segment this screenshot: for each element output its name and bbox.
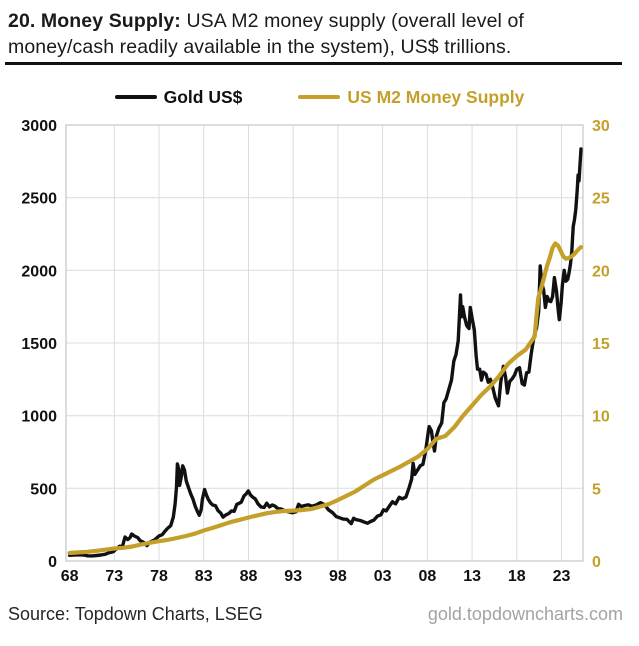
chart-title-line1: USA M2 money supply (overall level of <box>186 10 524 32</box>
chart-title: 20. Money Supply: USA M2 money supply (o… <box>8 8 629 60</box>
legend-label-gold: Gold US$ <box>163 87 243 107</box>
y-right-tick: 25 <box>592 191 610 208</box>
x-tick: 78 <box>150 568 168 585</box>
title-underline <box>5 62 622 65</box>
x-tick: 03 <box>374 568 392 585</box>
m2-line <box>67 241 584 556</box>
x-tick: 88 <box>240 568 258 585</box>
y-left-tick: 500 <box>30 481 57 498</box>
gold-line <box>67 147 583 558</box>
y-left-tick: 2000 <box>21 263 57 280</box>
chart-footer: Source: Topdown Charts, LSEG gold.topdow… <box>8 603 623 625</box>
y-left-tick: 1000 <box>21 409 57 426</box>
x-tick: 73 <box>105 568 123 585</box>
y-left-tick: 0 <box>48 554 57 571</box>
plot-border <box>65 124 584 562</box>
y-right-tick: 10 <box>592 409 610 426</box>
y-left-tick: 3000 <box>21 118 57 135</box>
legend-item-m2: US M2 Money Supply <box>298 87 524 107</box>
chart-legend: Gold US$ US M2 Money Supply <box>0 87 639 107</box>
gridlines <box>66 124 583 561</box>
x-tick: 08 <box>419 568 437 585</box>
y-right-tick: 30 <box>592 118 610 135</box>
x-tick: 83 <box>195 568 213 585</box>
legend-label-m2: US M2 Money Supply <box>347 87 525 107</box>
x-tick: 98 <box>329 568 347 585</box>
chart-title-line2: money/cash readily available in the syst… <box>8 36 512 58</box>
y-right-tick: 5 <box>592 481 601 498</box>
x-tick: 13 <box>463 568 481 585</box>
watermark: gold.topdowncharts.com <box>427 604 623 624</box>
y-right-tick: 15 <box>592 336 610 353</box>
price-chart: 0 500 1000 1500 2000 2500 3000 0 5 10 15 20 25 30 68 73… <box>21 118 610 585</box>
m2-line-swatch <box>298 94 341 100</box>
x-tick: 23 <box>553 568 571 585</box>
y-right-tick: 0 <box>592 554 601 571</box>
y-left-tick: 2500 <box>21 191 57 208</box>
legend-item-gold: Gold US$ <box>114 87 243 107</box>
chart-title-number: 20. Money Supply: <box>8 10 181 32</box>
y-right-tick: 20 <box>592 263 610 280</box>
x-tick: 68 <box>61 568 79 585</box>
x-tick: 18 <box>508 568 526 585</box>
y-left-tick: 1500 <box>21 336 57 353</box>
source-credit: Source: Topdown Charts, LSEG <box>8 604 263 624</box>
x-tick: 93 <box>284 568 302 585</box>
gold-line-swatch <box>114 94 157 100</box>
